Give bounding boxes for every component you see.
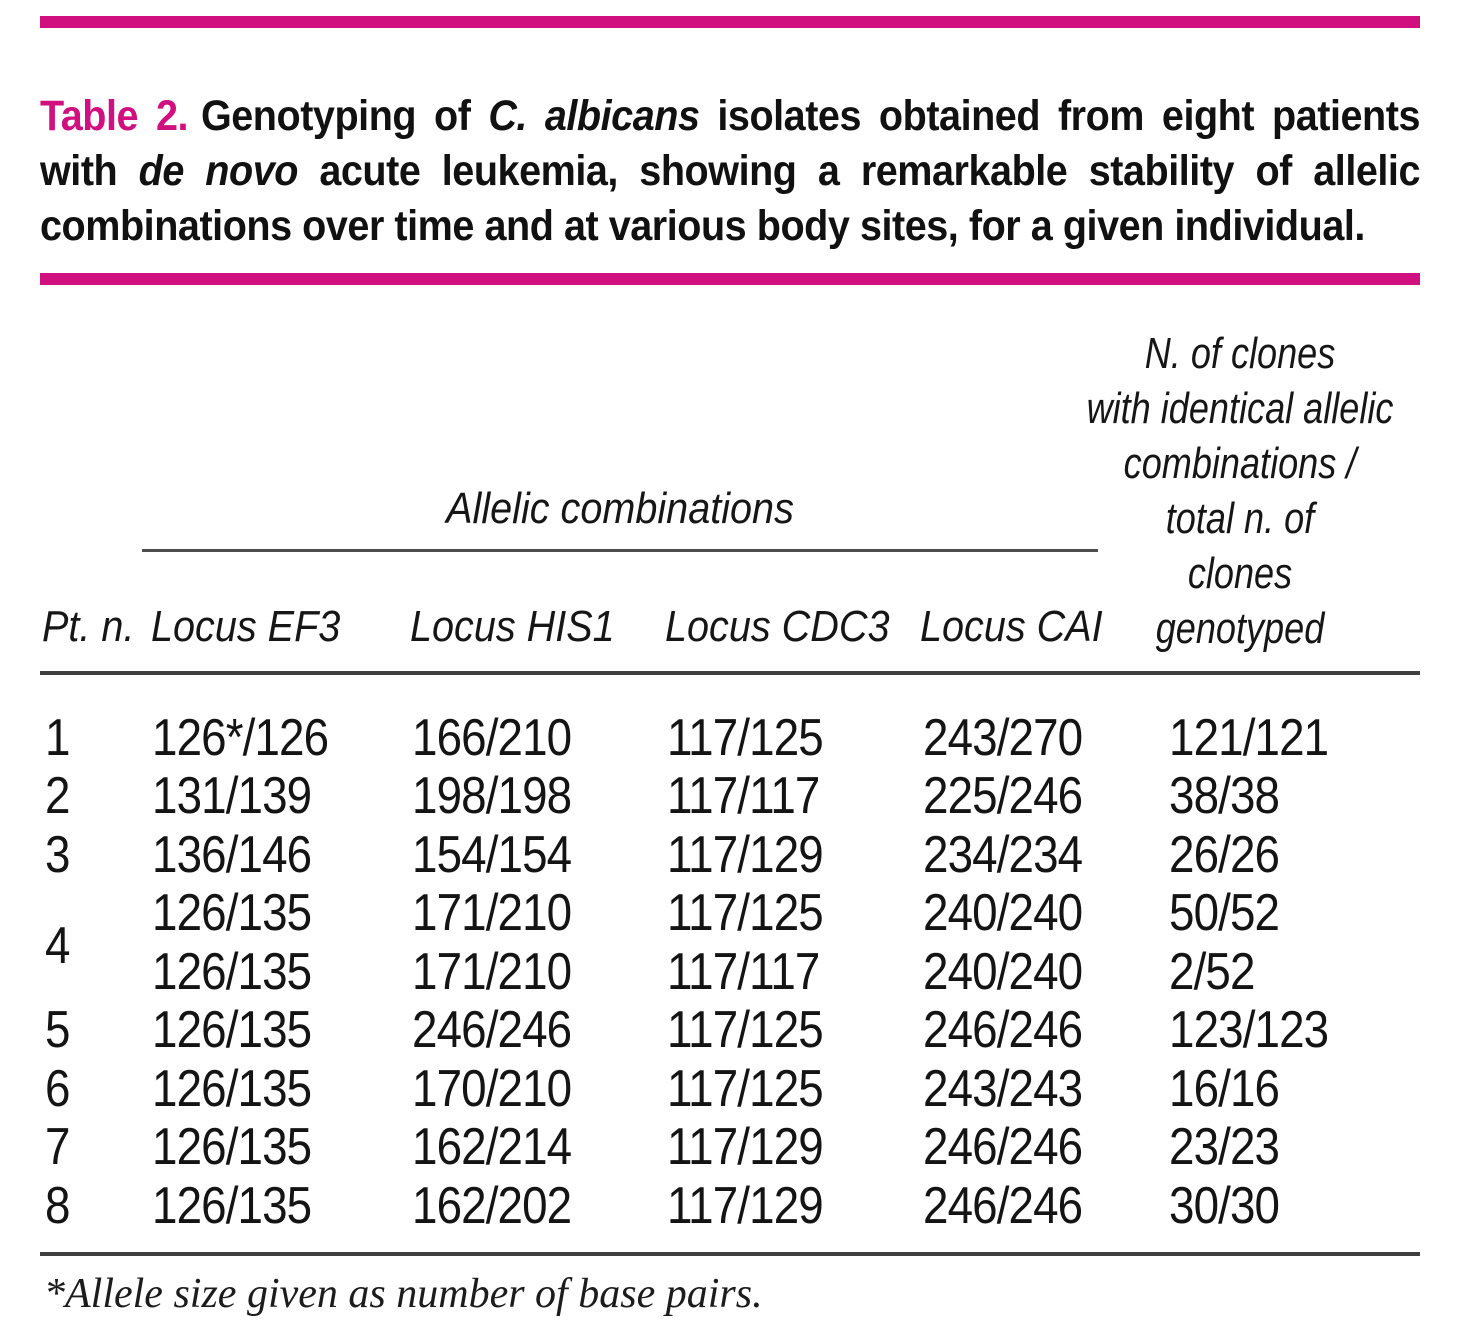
cell-locus-cdc3: 117/125: [667, 709, 824, 767]
clones-header-line: genotyped: [1155, 604, 1325, 653]
cell-clones-ratio: 30/30: [1169, 1177, 1280, 1235]
cell-clones-ratio: 2/52: [1169, 943, 1255, 1001]
table-row: 1 126*/126 166/210 117/125 243/270 121/1…: [0, 708, 1458, 767]
table-caption: Table 2. Genotyping of C. albicans isolat…: [40, 89, 1420, 254]
caption-denovo-italic: de novo: [138, 147, 299, 195]
cell-locus-cdc3: 117/129: [667, 826, 824, 884]
cell-locus-cdc3: 117/117: [667, 943, 820, 1001]
cell-clones-ratio: 121/121: [1169, 709, 1329, 767]
clones-header-line: N. of clones: [1144, 329, 1336, 378]
cell-locus-cai: 246/246: [923, 1177, 1083, 1235]
cell-locus-cai: 240/240: [923, 884, 1083, 942]
cell-locus-cai: 246/246: [923, 1118, 1083, 1176]
table-row: 8 126/135 162/202 117/129 246/246 30/30: [0, 1176, 1458, 1235]
cell-locus-his1: 246/246: [412, 1001, 572, 1059]
cell-patient-number: 7: [45, 1118, 70, 1176]
cell-locus-cai: 240/240: [923, 943, 1083, 1001]
cell-locus-ef3: 126/135: [152, 943, 312, 1001]
cell-locus-ef3: 131/139: [152, 767, 312, 825]
cell-locus-ef3: 126/135: [152, 884, 312, 942]
cell-locus-cai: 234/234: [923, 826, 1083, 884]
bottom-rule: [40, 1252, 1420, 1256]
cell-locus-his1: 162/214: [412, 1118, 572, 1176]
cell-locus-his1: 171/210: [412, 884, 572, 942]
table-caption-label: Table 2.: [40, 92, 189, 140]
clones-header-line: total n. of: [1165, 494, 1315, 543]
table-row: 3 136/146 154/154 117/129 234/234 26/26: [0, 825, 1458, 884]
caption-species-italic: C. albicans: [488, 92, 700, 140]
cell-locus-ef3: 126/135: [152, 1118, 312, 1176]
cell-locus-cdc3: 117/125: [667, 884, 824, 942]
table-row: 2 131/139 198/198 117/117 225/246 38/38: [0, 766, 1458, 825]
cell-clones-ratio: 123/123: [1169, 1001, 1329, 1059]
table-row: 126/135 171/210 117/117 240/240 2/52: [0, 942, 1458, 1001]
table-row: 7 126/135 162/214 117/129 246/246 23/23: [0, 1117, 1458, 1176]
clones-header-line: clones: [1187, 549, 1293, 598]
cell-patient-number: 6: [45, 1060, 70, 1118]
cell-clones-ratio: 16/16: [1169, 1060, 1280, 1118]
cell-locus-his1: 154/154: [412, 826, 572, 884]
cell-patient-number: 5: [45, 1001, 70, 1059]
cell-locus-ef3: 126/135: [152, 1177, 312, 1235]
cell-locus-ef3: 136/146: [152, 826, 312, 884]
cell-locus-ef3: 126/135: [152, 1001, 312, 1059]
cell-locus-cai: 243/270: [923, 709, 1083, 767]
mid-accent-rule: [40, 273, 1420, 285]
cell-patient-number: 8: [45, 1177, 70, 1235]
cell-locus-his1: 198/198: [412, 767, 572, 825]
cell-clones-ratio: 23/23: [1169, 1118, 1280, 1176]
column-header-locus-his1: Locus HIS1: [410, 602, 615, 651]
table-row: 126/135 171/210 117/125 240/240 50/52: [0, 883, 1458, 942]
caption-text-1: Genotyping of: [200, 92, 489, 140]
clones-header-line: with identical allelic: [1086, 384, 1394, 433]
cell-locus-his1: 162/202: [412, 1177, 572, 1235]
top-accent-rule: [40, 16, 1420, 28]
column-header-locus-cai: Locus CAI: [920, 602, 1103, 651]
cell-locus-cdc3: 117/129: [667, 1118, 824, 1176]
cell-clones-ratio: 38/38: [1169, 767, 1280, 825]
cell-locus-ef3: 126/135: [152, 1060, 312, 1118]
cell-locus-cai: 225/246: [923, 767, 1083, 825]
cell-clones-ratio: 26/26: [1169, 826, 1280, 884]
caption-text-2: isolates obtained from eight patients wi…: [40, 92, 1420, 195]
clones-header-line: combinations /: [1123, 439, 1357, 488]
cell-locus-cai: 246/246: [923, 1001, 1083, 1059]
column-header-pt-n: Pt. n.: [42, 602, 135, 651]
group-header-allelic-combinations: Allelic combinations: [446, 484, 794, 533]
column-header-clones: N. of clones with identical allelic comb…: [1043, 326, 1437, 656]
header-body-divider-rule: [40, 671, 1420, 675]
cell-locus-his1: 170/210: [412, 1060, 572, 1118]
table-row: 6 126/135 170/210 117/125 243/243 16/16: [0, 1059, 1458, 1118]
cell-locus-cdc3: 117/117: [667, 767, 820, 825]
cell-locus-cdc3: 117/129: [667, 1177, 824, 1235]
cell-locus-cdc3: 117/125: [667, 1060, 824, 1118]
table-footnote: *Allele size given as number of base pai…: [44, 1271, 763, 1317]
cell-patient-number: 3: [45, 826, 70, 884]
caption-text-3: acute leukemia, showing a remarkable sta…: [40, 147, 1421, 250]
cell-locus-his1: 166/210: [412, 709, 572, 767]
cell-patient-number: 2: [45, 767, 70, 825]
patient-4-rowspan-label: 4: [45, 917, 70, 975]
cell-locus-cai: 243/243: [923, 1060, 1083, 1118]
column-header-locus-ef3: Locus EF3: [151, 602, 341, 651]
cell-locus-cdc3: 117/125: [667, 1001, 824, 1059]
table-row: 5 126/135 246/246 117/125 246/246 123/12…: [0, 1000, 1458, 1059]
cell-locus-ef3: 126*/126: [152, 709, 329, 767]
group-header-underline: [142, 549, 1098, 552]
cell-locus-his1: 171/210: [412, 943, 572, 1001]
column-header-locus-cdc3: Locus CDC3: [665, 602, 890, 651]
cell-patient-number: 1: [45, 709, 70, 767]
cell-clones-ratio: 50/52: [1169, 884, 1280, 942]
